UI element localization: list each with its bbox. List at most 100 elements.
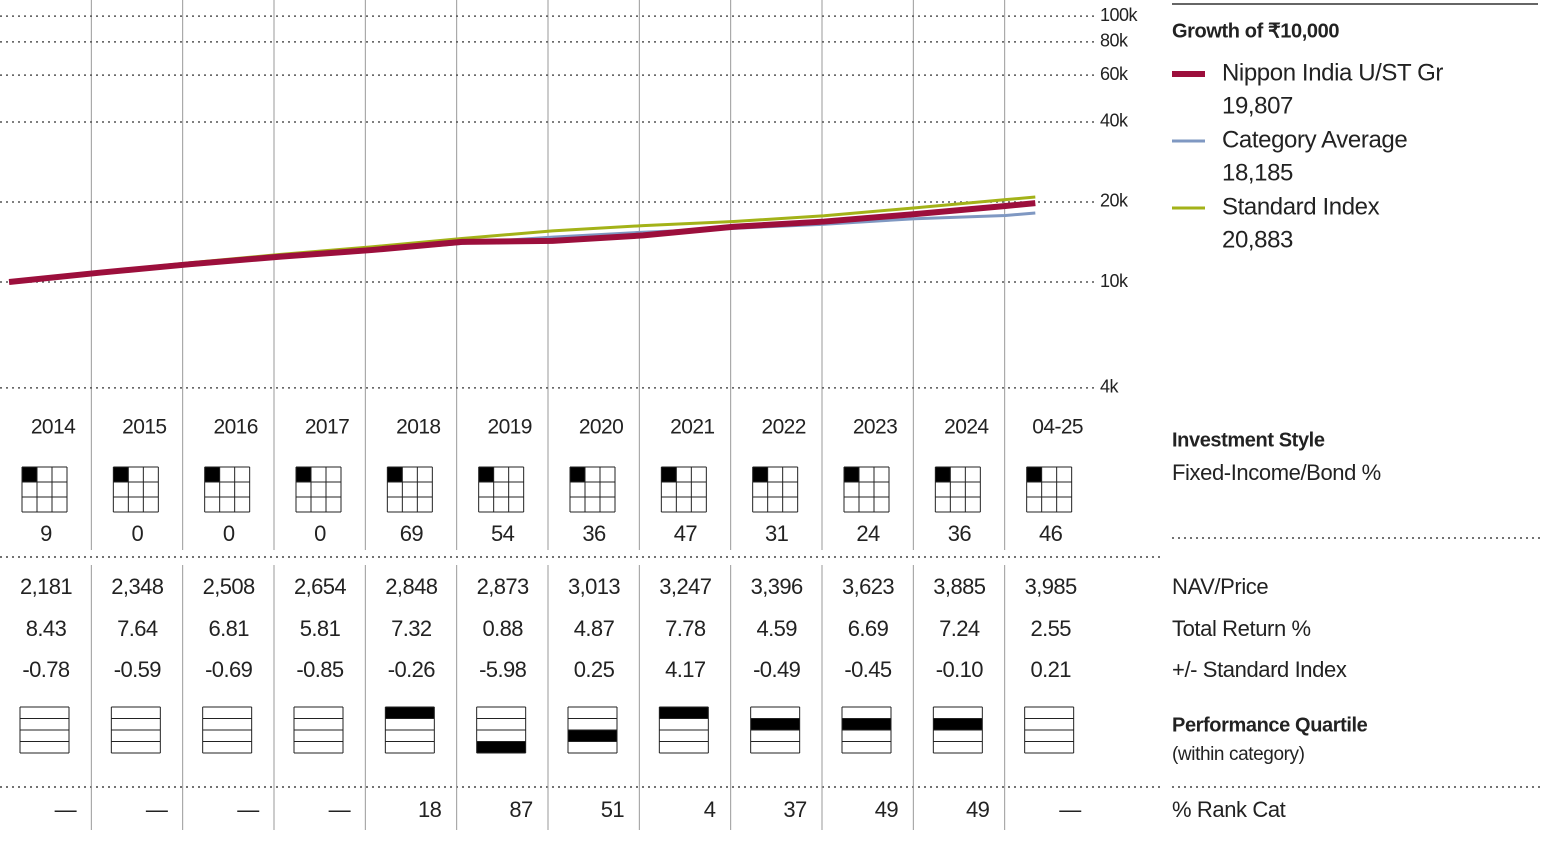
cell-value: 3,013 (568, 574, 620, 599)
y-tick-label: 4k (1100, 377, 1120, 397)
cell-value: -0.78 (22, 657, 70, 682)
rank-value: 37 (783, 797, 807, 822)
style-value: 9 (40, 521, 52, 546)
rank-value: — (1059, 797, 1081, 822)
cell-value: -0.10 (936, 657, 984, 682)
column-year: 04-25 (1032, 416, 1083, 439)
cell-value: 8.43 (26, 616, 67, 641)
y-tick-label: 10k (1100, 271, 1129, 291)
style-cell-filled (844, 467, 859, 482)
series-line (8, 211, 1036, 284)
row-label: NAV/Price (1172, 574, 1268, 599)
quartile-fill (933, 718, 983, 730)
cell-value: 0.88 (482, 616, 523, 641)
cell-value: 2.55 (1030, 616, 1071, 641)
cell-value: 2,181 (20, 574, 72, 599)
cell-value: 7.64 (117, 616, 158, 641)
style-cell-filled (935, 467, 951, 482)
rank-value: 4 (704, 797, 716, 822)
cell-value: -0.69 (205, 657, 253, 682)
rank-value: 87 (509, 797, 533, 822)
style-cell-filled (22, 467, 37, 482)
style-cell-filled (478, 467, 494, 482)
y-tick-label: 60k (1100, 64, 1129, 84)
legend-label: Nippon India U/ST Gr (1222, 59, 1443, 86)
rank-value: — (237, 797, 259, 822)
quartile-fill (842, 718, 891, 730)
style-cell-filled (570, 467, 585, 482)
style-value: 0 (314, 521, 326, 546)
cell-value: 2,873 (477, 574, 529, 599)
column-year: 2015 (122, 416, 166, 439)
quartile-subtitle: (within category) (1172, 744, 1305, 765)
cell-value: 6.81 (208, 616, 249, 641)
cell-value: 2,508 (203, 574, 255, 599)
style-cell-filled (204, 467, 220, 482)
cell-value: 0.25 (574, 657, 615, 682)
style-cell-filled (752, 467, 768, 482)
cell-value: 4.17 (665, 657, 706, 682)
style-value: 0 (223, 521, 235, 546)
cell-value: 3,623 (842, 574, 894, 599)
rank-value: — (55, 797, 77, 822)
y-tick-label: 40k (1100, 111, 1129, 131)
y-tick-label: 80k (1100, 31, 1129, 51)
series-line (8, 200, 1036, 286)
legend-value: 20,883 (1222, 226, 1293, 253)
style-value: 36 (582, 521, 606, 546)
style-cell-filled (113, 467, 129, 482)
style-value: 47 (674, 521, 698, 546)
style-value: 69 (400, 521, 424, 546)
quartile-fill (568, 730, 617, 742)
cell-value: 0.21 (1030, 657, 1071, 682)
legend-title: Growth of ₹10,000 (1172, 20, 1339, 42)
row-label: Total Return % (1172, 616, 1311, 641)
style-value: 54 (491, 521, 515, 546)
quartile-fill (476, 741, 526, 753)
cell-value: 3,885 (933, 574, 985, 599)
style-value: 31 (765, 521, 789, 546)
row-label: +/- Standard Index (1172, 657, 1347, 682)
column-year: 2021 (670, 416, 714, 439)
column-year: 2017 (305, 416, 349, 439)
cell-value: -0.85 (296, 657, 344, 682)
style-cell-filled (1026, 467, 1042, 482)
cell-value: 3,396 (751, 574, 803, 599)
legend-value: 18,185 (1222, 159, 1293, 186)
cell-value: 4.59 (756, 616, 797, 641)
style-subtitle: Fixed-Income/Bond % (1172, 460, 1381, 485)
cell-value: 7.24 (939, 616, 980, 641)
rank-value: 51 (601, 797, 625, 822)
y-tick-label: 100k (1100, 5, 1139, 25)
cell-value: 7.32 (391, 616, 432, 641)
cell-value: 6.69 (848, 616, 889, 641)
quartile-fill (750, 718, 800, 730)
cell-value: 2,848 (385, 574, 437, 599)
cell-value: 3,985 (1025, 574, 1077, 599)
style-value: 24 (856, 521, 880, 546)
cell-value: -0.59 (114, 657, 162, 682)
column-year: 2024 (944, 416, 989, 439)
legend-value: 19,807 (1222, 92, 1293, 119)
cell-value: 2,654 (294, 574, 346, 599)
rank-value: 49 (966, 797, 990, 822)
rank-value: — (146, 797, 168, 822)
cell-value: 2,348 (111, 574, 163, 599)
quartile-fill (385, 707, 435, 719)
column-year: 2020 (579, 416, 623, 439)
quartile-title: Performance Quartile (1172, 714, 1368, 736)
style-value: 36 (948, 521, 972, 546)
style-cell-filled (387, 467, 403, 482)
cell-value: 5.81 (300, 616, 341, 641)
style-cell-filled (661, 467, 677, 482)
y-tick-label: 20k (1100, 191, 1129, 211)
column-year: 2019 (488, 416, 532, 439)
quartile-fill (659, 707, 709, 719)
column-year: 2016 (214, 416, 258, 439)
cell-value: 7.78 (665, 616, 706, 641)
rank-label: % Rank Cat (1172, 797, 1286, 822)
cell-value: 3,247 (659, 574, 711, 599)
style-value: 46 (1039, 521, 1063, 546)
cell-value: -0.45 (844, 657, 892, 682)
